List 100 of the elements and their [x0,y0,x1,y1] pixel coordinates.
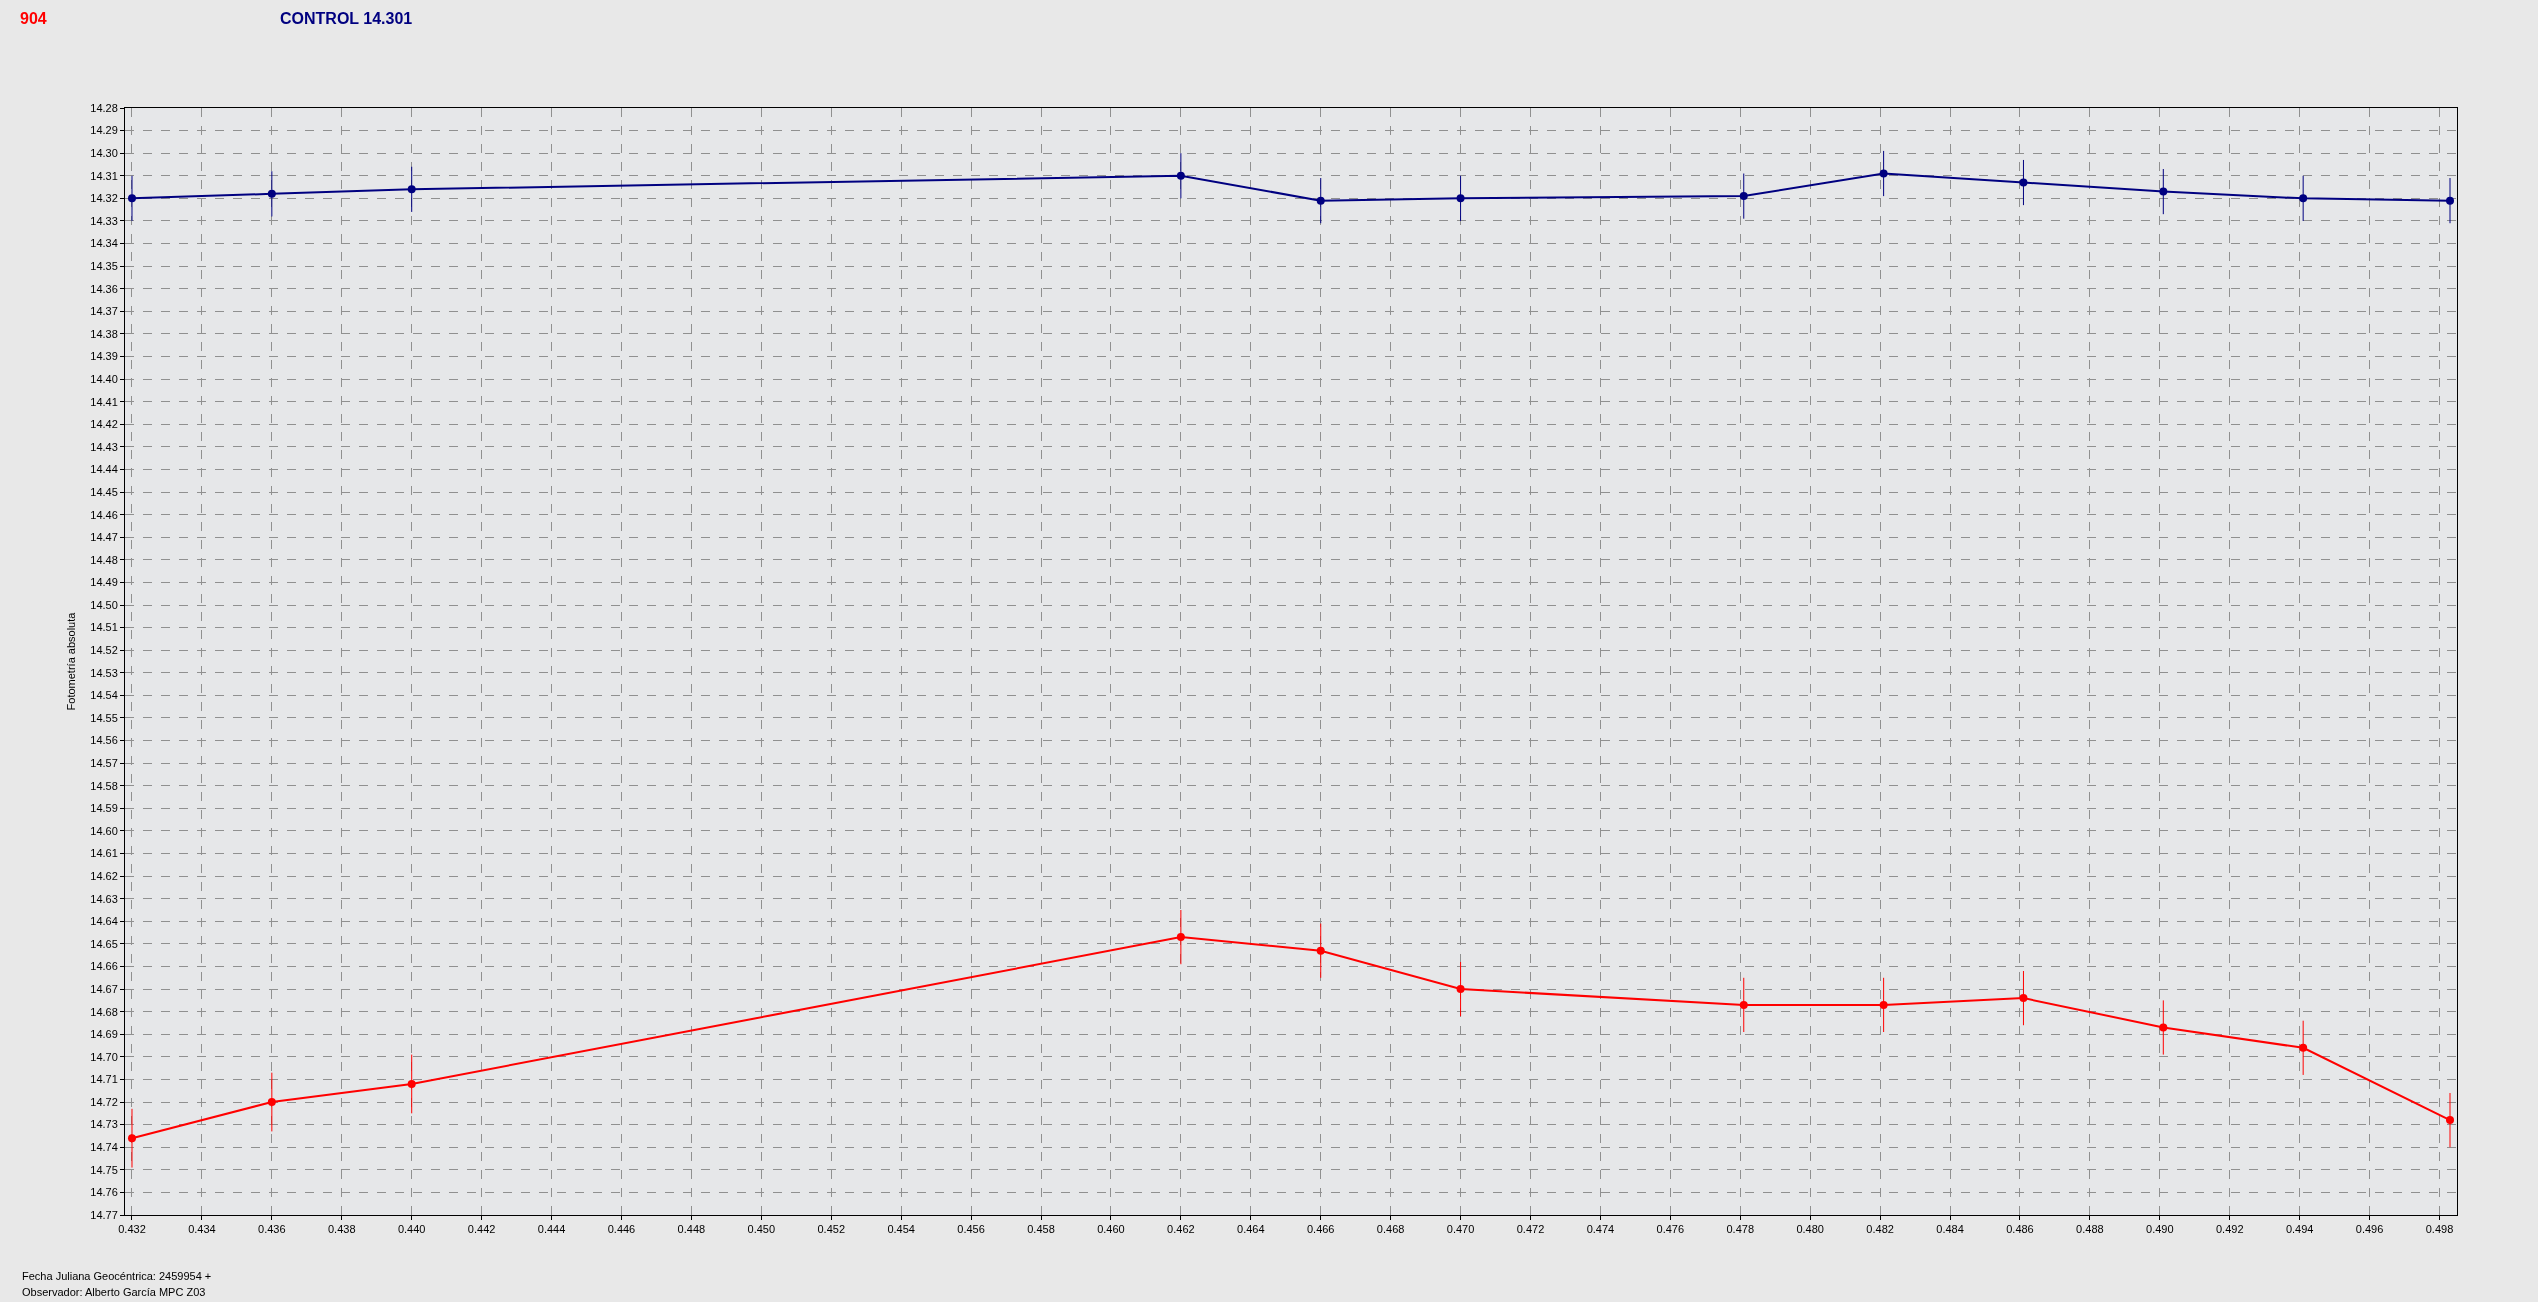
x-tick-label: 0.488 [2076,1223,2104,1236]
x-tick-label: 0.462 [1167,1223,1195,1236]
point [2159,187,2168,196]
point [2446,1116,2455,1125]
y-tick-label: 14.44 [90,463,118,476]
y-tick-label: 14.28 [90,101,118,114]
x-tick-label: 0.436 [258,1223,286,1236]
x-tick-label: 0.446 [607,1223,636,1236]
y-tick-label: 14.60 [90,824,118,837]
x-tick-label: 0.450 [747,1223,776,1236]
y-tick-label: 14.29 [90,124,118,137]
y-tick-label: 14.31 [90,169,118,182]
x-tick-label: 0.496 [2355,1223,2384,1236]
point [1316,196,1325,205]
y-tick-label: 14.63 [90,892,118,905]
y-tick-label: 14.73 [90,1118,118,1131]
y-tick-label: 14.32 [90,192,118,205]
x-tick-label: 0.432 [118,1223,146,1236]
y-tick-label: 14.48 [90,553,118,566]
y-tick-label: 14.76 [90,1186,118,1199]
y-tick-label: 14.52 [90,644,118,657]
x-tick-label: 0.448 [677,1223,706,1236]
text: Fecha Juliana Geocéntrica: 2459954 + [22,1270,212,1282]
point [1456,194,1465,203]
x-tick-label: 0.442 [467,1223,496,1236]
point [2446,196,2455,205]
chart-title: CONTROL 14.301 [280,9,413,27]
y-tick-label: 14.62 [90,869,118,882]
x-tick-label: 0.456 [957,1223,985,1236]
y-tick-label: 14.65 [90,937,118,950]
y-tick-label: 14.51 [90,621,118,634]
y-tick-label: 14.66 [90,960,118,973]
point [1879,169,1888,178]
point [1456,985,1465,994]
point [1176,171,1185,180]
y-tick-label: 14.37 [90,305,118,318]
y-tick-label: 14.43 [90,440,118,453]
x-tick-label: 0.498 [2425,1223,2454,1236]
x-tick-label: 0.476 [1656,1223,1685,1236]
y-tick-label: 14.34 [90,237,118,250]
x-tick-label: 0.482 [1866,1223,1894,1236]
x-tick-label: 0.438 [328,1223,356,1236]
y-tick-label: 14.61 [90,847,118,860]
y-tick-label: 14.49 [90,576,118,589]
point [407,185,416,194]
y-tick-label: 14.53 [90,666,118,679]
y-tick-label: 14.41 [90,395,118,408]
y-tick-label: 14.45 [90,485,118,498]
x-tick-label: 0.468 [1376,1223,1405,1236]
x-tick-label: 0.444 [537,1223,566,1236]
point [2019,994,2028,1003]
y-tick-label: 14.58 [90,779,118,792]
y-tick-label: 14.36 [90,282,118,295]
y-tick-label: 14.64 [90,915,118,928]
y-tick-label: 14.67 [90,982,118,995]
y-tick-label: 14.70 [90,1050,118,1063]
y-tick-label: 14.75 [90,1163,118,1176]
y-axis-title: Fotometría absoluta [64,611,77,711]
point [2159,1023,2168,1032]
point [267,1098,276,1107]
x-tick-label: 0.494 [2285,1223,2314,1236]
point [267,189,276,198]
x-tick-label: 0.466 [1306,1223,1335,1236]
x-tick-label: 0.490 [2146,1223,2174,1236]
point [2299,194,2308,203]
x-tick-label: 0.454 [887,1223,915,1236]
x-tick-label: 0.470 [1446,1223,1475,1236]
y-tick-label: 14.69 [90,1028,118,1041]
x-tick-label: 0.464 [1237,1223,1265,1236]
point [1739,1000,1748,1009]
y-tick-label: 14.33 [90,214,118,227]
y-tick-label: 14.42 [90,418,118,431]
x-tick-label: 0.472 [1516,1223,1545,1236]
y-tick-label: 14.55 [90,711,118,724]
y-tick-label: 14.35 [90,259,118,272]
text: Observador: Alberto García MPC Z03 [22,1286,206,1298]
point [1739,192,1748,201]
x-tick-label: 0.492 [2215,1223,2244,1236]
y-tick-label: 14.38 [90,327,118,340]
y-tick-label: 14.56 [90,734,118,747]
x-tick-label: 0.452 [817,1223,846,1236]
y-tick-label: 14.46 [90,508,118,521]
y-tick-label: 14.72 [90,1095,118,1108]
y-tick-label: 14.57 [90,757,118,770]
x-tick-label: 0.486 [2006,1223,2034,1236]
y-tick-label: 14.39 [90,350,118,363]
y-tick-label: 14.77 [90,1208,118,1221]
y-tick-label: 14.50 [90,598,118,611]
point [1879,1000,1888,1009]
x-tick-label: 0.484 [1936,1223,1964,1236]
y-tick-label: 14.30 [90,147,118,160]
point [127,194,136,203]
y-tick-label: 14.71 [90,1073,118,1086]
point [407,1079,416,1088]
y-tick-label: 14.74 [90,1141,118,1154]
y-tick-label: 14.47 [90,531,118,544]
point [127,1134,136,1143]
y-tick-label: 14.54 [90,689,118,702]
x-tick-label: 0.460 [1097,1223,1125,1236]
point [1316,946,1325,955]
